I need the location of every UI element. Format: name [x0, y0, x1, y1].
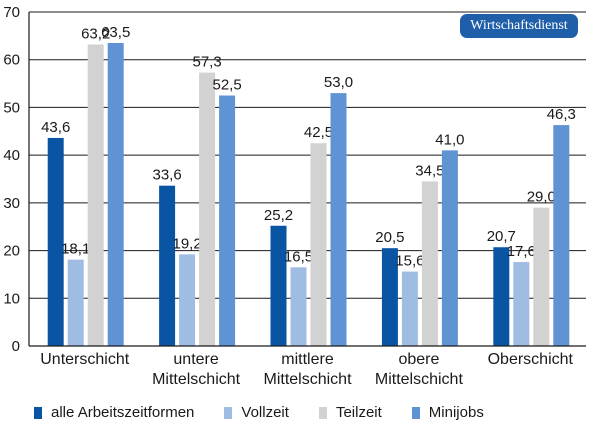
- bar-value-label: 63,5: [101, 24, 130, 41]
- bar: [310, 143, 327, 346]
- bar-value-label: 53,0: [324, 74, 353, 91]
- bar: [330, 93, 347, 346]
- legend-label: Minijobs: [428, 404, 484, 421]
- legend-item-vollzeit: Vollzeit: [224, 404, 289, 421]
- legend-swatch: [318, 406, 327, 419]
- bar: [107, 43, 124, 347]
- bar: [47, 137, 64, 346]
- bar-value-label: 41,0: [435, 131, 464, 148]
- bar-value-label: 29,0: [527, 189, 556, 206]
- bar: [401, 271, 418, 346]
- legend-item-teilzeit: Teilzeit: [318, 404, 382, 421]
- bar: [270, 225, 287, 346]
- bar: [219, 95, 236, 346]
- y-tick-label: 20: [3, 243, 20, 260]
- bar-value-label: 25,2: [264, 207, 293, 224]
- bar-value-label: 15,6: [395, 253, 424, 270]
- legend-swatch: [411, 406, 420, 419]
- bar: [493, 247, 510, 346]
- bar: [533, 207, 550, 346]
- bar: [441, 150, 458, 346]
- x-tick-label: Mittelschicht: [375, 371, 464, 388]
- bar-value-label: 63,2: [81, 25, 110, 42]
- source-badge: Wirtschaftsdienst: [460, 14, 578, 38]
- x-tick-label: Mittelschicht: [263, 371, 352, 388]
- legend-label: alle Arbeitszeitformen: [51, 404, 195, 421]
- bar-value-label: 20,7: [487, 228, 516, 245]
- y-tick-label: 70: [3, 4, 20, 21]
- bar: [87, 44, 104, 347]
- bar-value-label: 18,1: [61, 241, 90, 258]
- bar: [179, 254, 196, 346]
- legend-label: Teilzeit: [335, 404, 382, 421]
- x-tick-label: untere: [173, 351, 218, 368]
- y-tick-label: 60: [3, 52, 20, 69]
- bar-value-label: 20,5: [375, 229, 404, 246]
- bar-value-label: 43,6: [41, 119, 70, 136]
- legend-label: Vollzeit: [241, 404, 289, 421]
- bar-chart: 0 10 20 30 40 50 60 70 43,6 18,1 63,263,5 Unterschi…: [3, 4, 586, 388]
- bar-value-label: 46,3: [547, 106, 576, 123]
- bar: [199, 72, 216, 347]
- y-tick-label: 10: [3, 290, 20, 307]
- legend-item-minijobs: Minijobs: [411, 404, 484, 421]
- chart-legend: alle Arbeitszeitformen Vollzeit Teilzeit…: [34, 404, 514, 421]
- bar: [159, 185, 176, 346]
- y-tick-label: 0: [12, 338, 20, 355]
- x-tick-label: Mittelschicht: [152, 371, 241, 388]
- bar: [553, 125, 570, 346]
- bar-value-label: 57,3: [192, 54, 221, 71]
- x-tick-label: mittlere: [281, 351, 334, 368]
- y-tick-label: 30: [3, 195, 20, 212]
- bar-value-label: 33,6: [152, 167, 181, 184]
- bar: [421, 181, 438, 346]
- bar: [513, 262, 530, 346]
- bar: [381, 248, 398, 346]
- x-tick-label: Unterschicht: [40, 351, 129, 368]
- x-tick-label: obere: [398, 351, 439, 368]
- x-tick-label: Oberschicht: [488, 351, 574, 368]
- bar-value-label: 34,5: [415, 162, 444, 179]
- bar-value-label: 42,5: [304, 124, 333, 141]
- legend-swatch: [34, 406, 42, 419]
- y-tick-label: 40: [3, 147, 20, 164]
- bar-value-label: 17,6: [507, 243, 536, 260]
- bar: [290, 267, 307, 346]
- bar-value-label: 19,2: [172, 235, 201, 252]
- bar: [67, 259, 84, 346]
- legend-swatch: [224, 406, 233, 419]
- legend-item-alle-arbeitszeitformen: alle Arbeitszeitformen: [34, 404, 194, 421]
- y-tick-label: 50: [3, 99, 20, 116]
- bar-value-label: 52,5: [212, 77, 241, 94]
- bar-value-label: 16,5: [284, 248, 313, 265]
